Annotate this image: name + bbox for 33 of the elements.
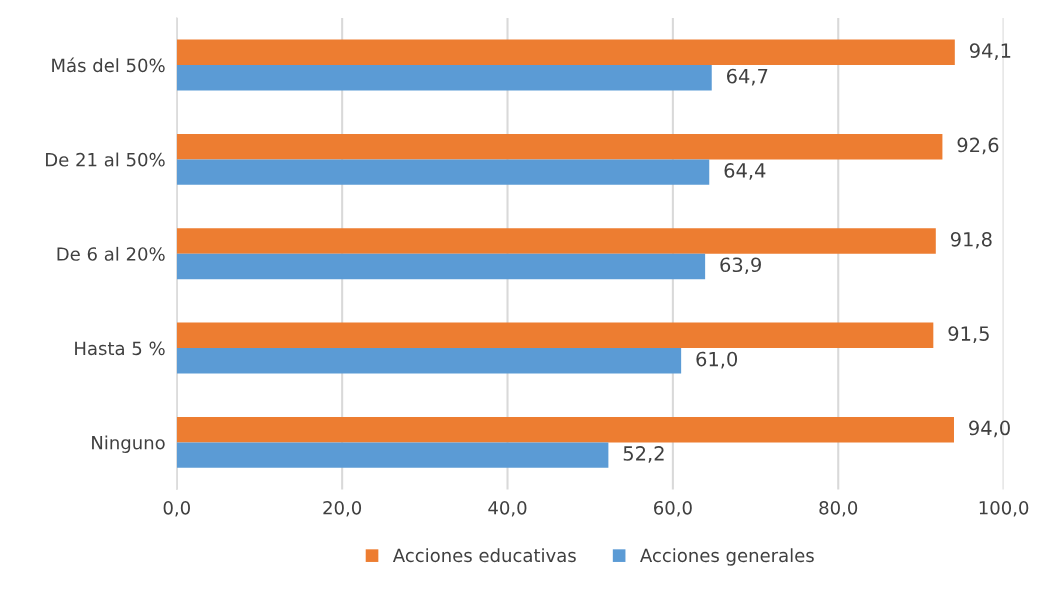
data-label: 92,6 (957, 137, 999, 155)
bar (176, 253, 706, 280)
data-label: 63,9 (720, 257, 761, 275)
y-tick-label: De 21 al 50% (46, 152, 165, 167)
bar (176, 133, 943, 160)
bar (176, 348, 682, 374)
bar (176, 39, 955, 66)
x-tick-label: 20,0 (323, 500, 362, 517)
bar (176, 322, 934, 349)
y-tick-label: Hasta 5 % (75, 341, 165, 356)
data-label: 91,5 (948, 326, 989, 343)
bar (176, 65, 712, 91)
data-label: 91,8 (950, 231, 992, 249)
x-tick-label: 40,0 (488, 500, 527, 517)
x-tick-label: 60,0 (654, 500, 692, 517)
legend-label: Acciones generales (640, 548, 814, 566)
data-label: 61,0 (696, 351, 738, 369)
x-tick-label: 0,0 (163, 500, 190, 517)
y-tick-label: Ninguno (92, 435, 165, 453)
bar (176, 228, 936, 254)
data-label: 52,2 (623, 446, 664, 463)
data-label: 64,4 (724, 163, 766, 180)
y-tick-label: Más del 50% (52, 57, 165, 73)
bar (176, 416, 954, 443)
y-tick-label: De 6 al 20% (57, 246, 165, 261)
data-label: 94,0 (969, 420, 1010, 438)
data-label: 64,7 (726, 68, 768, 86)
x-tick-label: 80,0 (819, 500, 858, 517)
bar (176, 442, 609, 468)
bar (176, 159, 710, 185)
x-tick-label: 100,0 (979, 500, 1029, 517)
data-label: 94,1 (969, 43, 1011, 60)
legend-label: Acciones educativas (392, 548, 576, 563)
